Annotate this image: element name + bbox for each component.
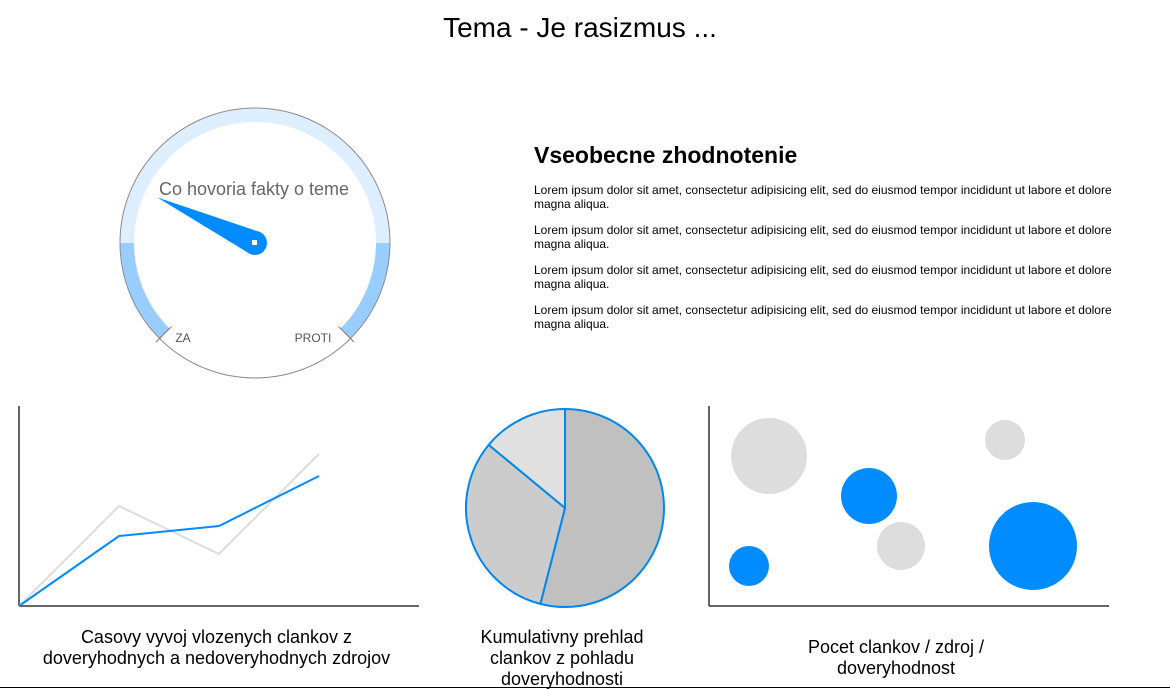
line-series-2: [18, 475, 320, 607]
summary-paragraph-4: Lorem ipsum dolor sit amet, consectetur …: [534, 303, 1112, 331]
line-chart-title: Casovy vyvoj vlozenych clankov z doveryh…: [42, 627, 391, 668]
bubble-1: [731, 418, 807, 494]
gauge-pin: [252, 240, 257, 245]
bubble-6: [729, 546, 769, 586]
bubble-chart-points: [729, 418, 1077, 590]
line-chart-series: [18, 453, 320, 607]
gauge-track: [120, 108, 390, 339]
bubble-chart-axes: [708, 406, 1109, 607]
gauge-accent-left: [120, 242, 170, 339]
bubble-chart-title: Pocet clankov / zdroj / doveryhodnost: [807, 637, 985, 678]
gauge-tick-left: [155, 326, 172, 343]
gauge-svg: Co hovoria fakty o teme ZA PROTI: [119, 107, 391, 379]
gauge-label: Co hovoria fakty o teme: [159, 179, 349, 199]
gauge-needle: [157, 197, 261, 254]
bubble-3: [877, 522, 925, 570]
summary-paragraph-1: Lorem ipsum dolor sit amet, consectetur …: [534, 183, 1112, 211]
gauge-right-label: PROTI: [295, 331, 332, 345]
summary-section: Vseobecne zhodnotenie Lorem ipsum dolor …: [534, 142, 1124, 343]
pie-slice-1: [539, 408, 665, 608]
gauge: Co hovoria fakty o teme ZA PROTI: [110, 98, 400, 388]
pie-chart-title: Kumulativny prehlad clankov z pohladu do…: [480, 627, 644, 689]
gauge-accent-right: [340, 242, 390, 339]
pie-slice-3: [487, 408, 566, 509]
pie-slices: [465, 408, 665, 608]
pie-slice-2: [465, 443, 566, 605]
page-title: Tema - Je rasizmus ...: [443, 12, 717, 43]
bubble-chart: [708, 406, 1109, 607]
bubble-2: [841, 468, 897, 524]
summary-paragraph-3: Lorem ipsum dolor sit amet, consectetur …: [534, 263, 1112, 291]
bubble-4: [985, 420, 1025, 460]
gauge-outline: [119, 107, 391, 379]
line-chart-axes: [18, 406, 419, 607]
summary-paragraph-2: Lorem ipsum dolor sit amet, consectetur …: [534, 223, 1112, 251]
bubble-5: [989, 502, 1077, 590]
gauge-left-label: ZA: [175, 331, 190, 345]
gauge-tick-right: [338, 326, 355, 343]
bottom-divider: [0, 687, 1170, 688]
line-chart: [18, 406, 419, 607]
pie-chart: [465, 408, 665, 608]
summary-heading: Vseobecne zhodnotenie: [534, 142, 798, 168]
